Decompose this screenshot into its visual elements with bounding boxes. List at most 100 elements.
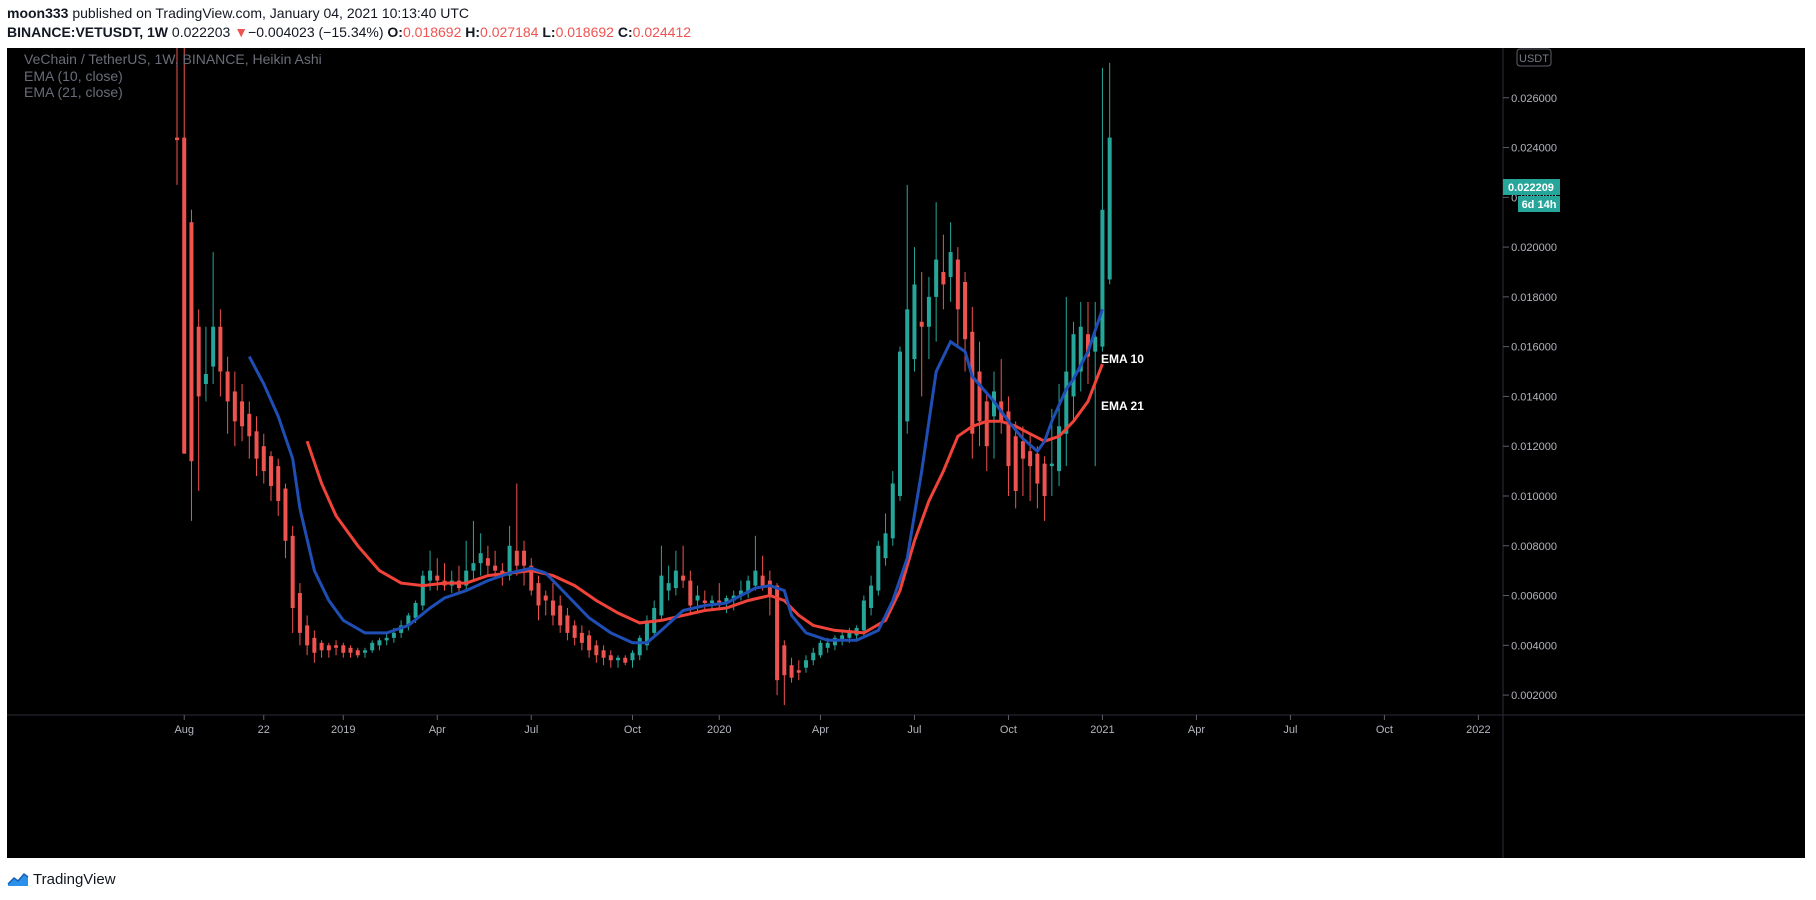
countdown-tag (1518, 196, 1560, 212)
candle-body (261, 446, 266, 472)
time-tick-label: Apr (429, 724, 446, 736)
price-tick-label: 0.024000 (1511, 143, 1557, 155)
ema21-legend[interactable]: EMA (21, close) (24, 84, 123, 100)
close-label: C: (617, 24, 633, 40)
candle (268, 451, 273, 501)
last-price: 0.022203 (171, 24, 231, 40)
candle-body (341, 645, 346, 653)
candle-body (970, 331, 975, 434)
candle-body (616, 657, 621, 661)
candle-body (326, 645, 331, 651)
candle (955, 247, 960, 347)
candle-body (869, 585, 874, 608)
low-label: L: (542, 24, 556, 40)
candle-body (514, 550, 519, 566)
candle (767, 570, 772, 616)
candle (905, 184, 910, 434)
open-label: O: (387, 24, 403, 40)
candle (312, 630, 317, 663)
open-value: 0.018692 (402, 24, 462, 40)
candle-body (196, 326, 201, 397)
candle (681, 545, 686, 589)
candle (796, 660, 801, 681)
candle (261, 433, 266, 484)
candle (276, 458, 281, 516)
candle-body (948, 252, 953, 277)
candle (522, 540, 527, 586)
candle-body (760, 575, 765, 586)
candle-body (847, 632, 852, 638)
price-tick-label: 0.012000 (1511, 441, 1557, 453)
candle (370, 640, 375, 653)
candle (550, 583, 555, 626)
candle (608, 650, 613, 668)
candle-body (1078, 326, 1083, 372)
candle-body (1028, 451, 1033, 467)
candle-body (485, 558, 490, 566)
candle (355, 647, 360, 658)
price-tick-label: 0.002000 (1511, 690, 1557, 702)
time-tick-label: 22 (258, 724, 270, 736)
candle (630, 650, 635, 668)
time-tick-label: Oct (1376, 724, 1393, 736)
candle-body (478, 553, 483, 564)
symbol-label: BINANCE:VETUSDT, 1W (7, 24, 169, 40)
candle (565, 607, 570, 641)
candle (435, 558, 440, 591)
candle (840, 630, 845, 646)
currency-box[interactable] (1516, 48, 1552, 67)
candle (1042, 456, 1047, 521)
candle-body (955, 259, 960, 310)
time-tick-label: Jul (524, 724, 538, 736)
candle (782, 640, 787, 706)
candle (1006, 396, 1011, 496)
candle-body (681, 575, 686, 581)
candle (240, 383, 245, 442)
candle (673, 550, 678, 596)
close-value: 0.024412 (632, 24, 692, 40)
candle-body (941, 271, 946, 285)
candle (753, 535, 758, 591)
publication-line: moon333 published on TradingView.com, Ja… (7, 4, 469, 22)
candle-body (247, 413, 252, 437)
candle-body (688, 580, 693, 606)
last-price-tag (1503, 179, 1560, 195)
author-name[interactable]: moon333 (7, 5, 69, 21)
candle (420, 570, 425, 611)
candle (305, 615, 310, 656)
candle-body (225, 371, 230, 402)
chart-panel[interactable]: 0.0260000.0240000.0220000.0200000.018000… (7, 0, 1805, 858)
candle (297, 583, 302, 646)
ema21-annotation: EMA 21 (1101, 399, 1144, 413)
brand-name[interactable]: TradingView (33, 870, 116, 888)
candle-body (428, 570, 433, 581)
chart-title[interactable]: VeChain / TetherUS, 1W, BINANCE, Heikin … (24, 51, 322, 67)
candle-body (890, 483, 895, 539)
candle-body (1006, 411, 1011, 467)
time-axis[interactable]: Aug 22 2019 Apr Jul Oct 2020 Apr Jul Oct 2021 Apr Ju… (174, 715, 1491, 736)
high-value: 0.027184 (480, 24, 539, 40)
candle-body (211, 326, 216, 367)
candle (912, 247, 917, 372)
ema10-legend[interactable]: EMA (10, close) (24, 68, 123, 84)
candle-body (1049, 463, 1054, 467)
candle-body (630, 652, 635, 661)
candle-body (290, 535, 295, 608)
candle-body (377, 640, 382, 646)
candle (789, 657, 794, 683)
time-tick-label: Jul (1283, 724, 1297, 736)
candle-body (579, 632, 584, 643)
candle-body (507, 545, 512, 576)
time-tick-label: 2020 (707, 724, 731, 736)
candle-body (312, 637, 317, 653)
candle (471, 520, 476, 581)
candle (587, 630, 592, 658)
candle-body (1107, 137, 1112, 280)
candle (811, 647, 816, 666)
price-chart[interactable]: 0.0260000.0240000.0220000.0200000.018000… (7, 0, 1805, 858)
candle (919, 271, 924, 397)
candle (869, 575, 874, 616)
price-axis[interactable]: 0.0260000.0240000.0220000.0200000.018000… (1503, 93, 1557, 702)
candle (319, 640, 324, 658)
currency-label: USDT (1519, 53, 1549, 65)
